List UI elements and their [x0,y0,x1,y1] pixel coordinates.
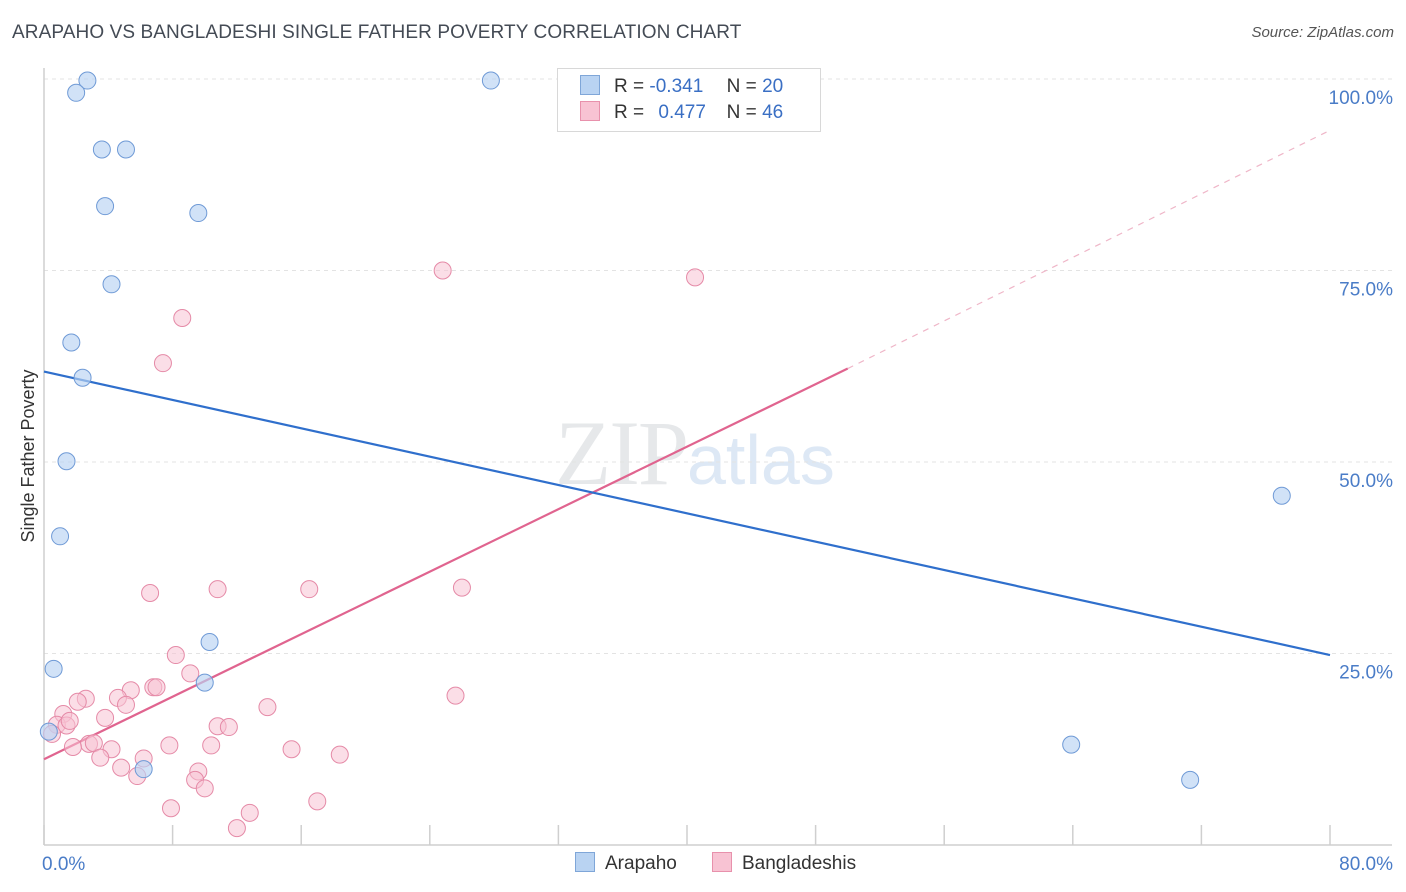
legend-row-arapaho: R = -0.341 N = 20 [580,75,783,101]
data-point-arapaho [57,452,76,471]
data-point-bangladeshis [202,736,221,755]
data-point-bangladeshis [116,695,135,714]
bottom-legend-swatch-bangladeshis [712,852,732,872]
data-point-arapaho [1181,770,1200,789]
data-point-arapaho [200,633,219,652]
data-point-arapaho [134,760,153,779]
points-bangladeshis [43,261,705,838]
data-point-arapaho [96,197,115,216]
data-point-bangladeshis [195,779,214,798]
y-tick-label: 25.0% [1339,663,1393,684]
y-tick-label: 75.0% [1339,280,1393,301]
legend-r-value: -0.341 [649,76,704,97]
legend-row-bangladeshis: R = 0.477 N = 46 [580,101,783,127]
source-credit: Source: ZipAtlas.com [1251,24,1394,41]
data-point-bangladeshis [173,308,192,327]
data-point-arapaho [481,71,500,90]
data-point-bangladeshis [60,711,79,730]
data-point-arapaho [39,722,58,741]
data-point-bangladeshis [446,686,465,705]
legend-n-value: 46 [762,102,784,123]
y-tick-label: 50.0% [1339,471,1393,492]
data-point-arapaho [92,140,111,159]
data-point-bangladeshis [452,578,471,597]
data-point-arapaho [62,333,81,352]
trend-line-bangladeshis [43,367,849,761]
data-point-bangladeshis [308,792,327,811]
trend-bangladeshis [43,129,1331,761]
data-point-bangladeshis [433,261,452,280]
data-point-bangladeshis [240,803,259,822]
points-arapaho [39,71,1291,789]
trend-line-arapaho [43,370,1331,657]
legend-swatch-arapaho [580,75,600,95]
data-point-bangladeshis [686,268,705,287]
data-point-bangladeshis [219,718,238,737]
trend-arapaho [43,370,1331,657]
data-point-bangladeshis [68,692,87,711]
data-point-arapaho [51,527,70,546]
legend-n-label: N = [726,76,757,97]
data-point-bangladeshis [282,740,301,759]
bottom-legend-label-bangladeshis: Bangladeshis [742,853,857,874]
bottom-legend-bangladeshis: Bangladeshis [712,852,856,875]
data-point-arapaho [44,659,63,678]
data-point-bangladeshis [91,748,110,767]
axes [43,68,1392,846]
y-tick-label: 100.0% [1329,88,1394,109]
data-point-bangladeshis [258,698,277,717]
data-point-arapaho [1062,735,1081,754]
data-point-bangladeshis [300,580,319,599]
data-point-bangladeshis [160,736,179,755]
legend-n-label: N = [726,102,757,123]
grid-lines [44,78,1392,654]
data-point-bangladeshis [112,758,131,777]
legend-n-value: 20 [762,76,784,97]
legend-r-value: 0.477 [658,102,706,123]
data-point-arapaho [73,368,92,387]
data-point-bangladeshis [96,708,115,727]
data-point-bangladeshis [166,646,185,665]
data-point-bangladeshis [161,799,180,818]
data-point-arapaho [1272,486,1291,505]
bottom-legend-arapaho: Arapaho [575,852,677,875]
legend-r-label: R = [614,102,645,123]
data-point-arapaho [116,140,135,159]
chart-title: ARAPAHO VS BANGLADESHI SINGLE FATHER POV… [12,22,742,43]
legend-r-label: R = [614,76,645,97]
bottom-legend-label-arapaho: Arapaho [605,853,677,874]
data-point-arapaho [195,673,214,692]
trend-line-bangladeshis-extension [847,129,1331,370]
legend-swatch-bangladeshis [580,101,600,121]
data-point-bangladeshis [330,745,349,764]
bottom-legend-swatch-arapaho [575,852,595,872]
data-point-bangladeshis [227,819,246,838]
data-point-bangladeshis [63,737,82,756]
data-point-bangladeshis [141,583,160,602]
data-point-arapaho [78,71,97,90]
data-point-arapaho [102,275,121,294]
x-tick-label: 80.0% [1339,854,1393,875]
tick-labels: 25.0% 50.0% 75.0% 100.0% 0.0% 80.0% [42,88,1393,875]
data-point-arapaho [67,83,86,102]
data-point-arapaho [189,204,208,223]
y-axis-title: Single Father Poverty [18,369,38,542]
data-point-bangladeshis [208,580,227,599]
correlation-legend: R = -0.341 N = 20 R = 0.477 N = 46 [557,68,821,132]
data-point-bangladeshis [181,664,200,683]
data-point-bangladeshis [147,678,166,697]
x-tick-label: 0.0% [42,854,85,875]
data-point-bangladeshis [153,354,172,373]
